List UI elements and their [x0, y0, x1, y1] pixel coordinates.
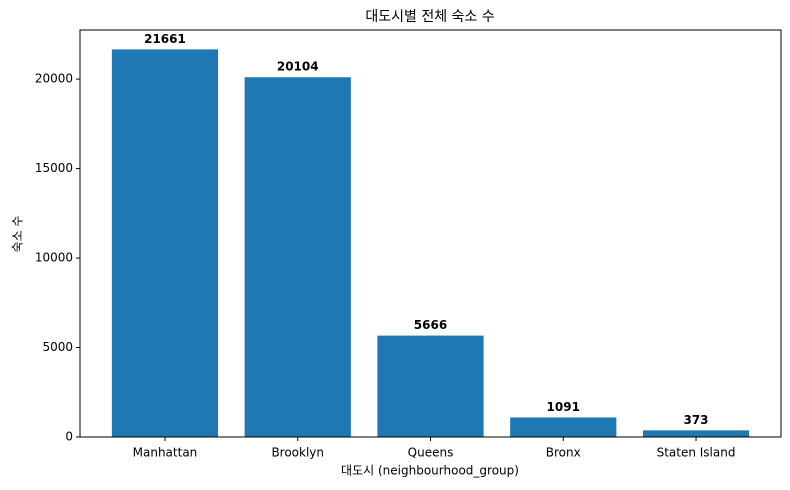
x-tick-label: Queens [408, 446, 454, 460]
y-tick-label: 5000 [42, 340, 73, 354]
bar [377, 335, 484, 437]
value-label: 373 [683, 413, 708, 427]
x-tick-label: Staten Island [657, 446, 736, 460]
bar [510, 417, 617, 437]
bar [642, 430, 750, 437]
x-tick-label: Manhattan [133, 446, 198, 460]
chart-title: 대도시별 전체 숙소 수 [365, 9, 494, 25]
value-label: 20104 [277, 60, 319, 74]
y-axis-label: 숙소 수 [11, 216, 25, 253]
x-tick-label: Bronx [546, 446, 581, 460]
y-tick-label: 15000 [35, 161, 73, 175]
value-label: 21661 [144, 32, 186, 46]
value-label: 5666 [414, 318, 447, 332]
value-label: 1091 [547, 400, 580, 414]
y-tick-label: 20000 [35, 72, 73, 86]
y-tick-label: 0 [65, 430, 73, 444]
x-tick-label: Brooklyn [271, 446, 324, 460]
plot-frame [79, 29, 782, 438]
x-axis-label: 대도시 (neighbourhood_group) [341, 464, 519, 478]
y-tick-label: 10000 [35, 251, 73, 265]
bar [111, 49, 219, 438]
bar [244, 77, 351, 438]
